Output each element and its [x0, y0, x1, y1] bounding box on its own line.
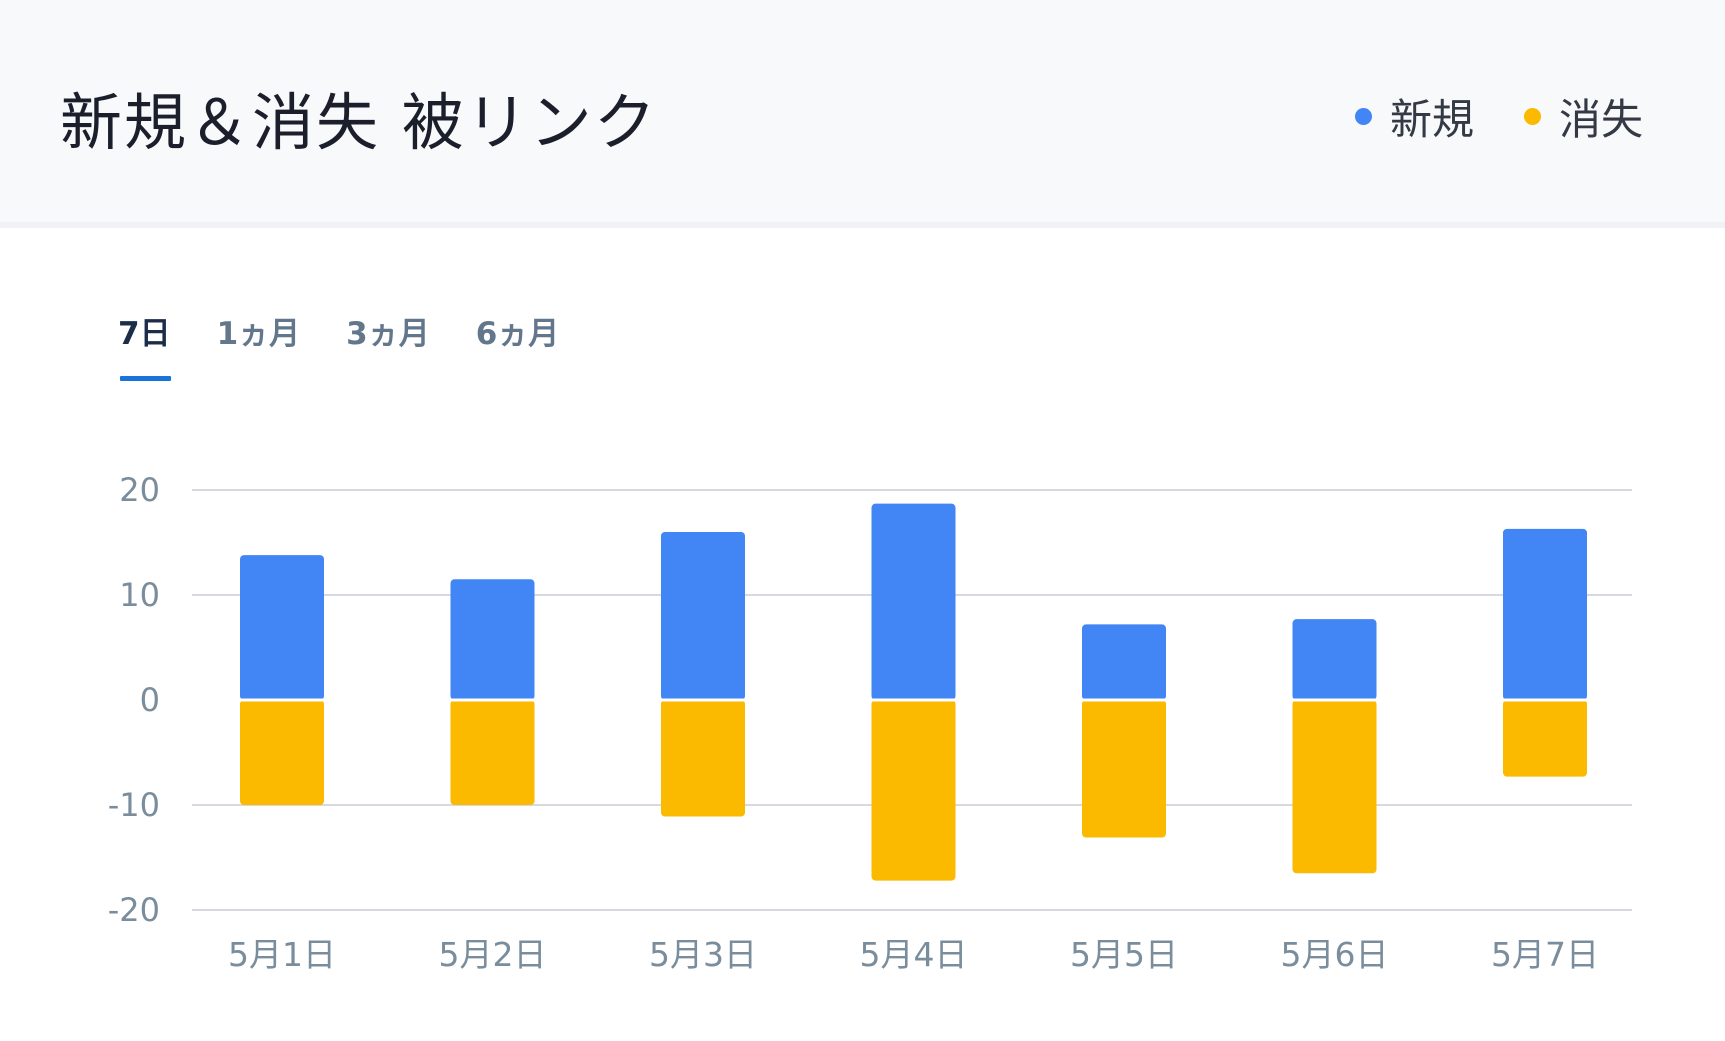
- bar-lost: [450, 700, 535, 805]
- range-tabs: 7日 1ヵ月 3ヵ月 6ヵ月: [118, 308, 605, 381]
- bar-new: [1082, 624, 1166, 700]
- bar-new: [871, 503, 956, 700]
- bar-lost: [871, 700, 956, 881]
- legend-label-lost: 消失: [1558, 95, 1643, 144]
- x-tick-label: 5月1日: [228, 935, 336, 974]
- legend-dot-new: [1354, 108, 1372, 125]
- tab-1-month[interactable]: 1ヵ月: [216, 316, 301, 352]
- legend-item-new: 新規: [1354, 86, 1474, 147]
- bar-lost: [1503, 700, 1587, 777]
- card-header: 新規＆消失 被リンク 新規 消失: [0, 0, 1725, 228]
- tab-6-months[interactable]: 6ヵ月: [475, 316, 560, 352]
- bar-lost: [661, 700, 745, 817]
- bar-lost: [240, 700, 324, 805]
- legend-item-lost: 消失: [1523, 86, 1643, 147]
- bar-new: [1503, 528, 1587, 700]
- tab-7-days[interactable]: 7日: [118, 308, 171, 381]
- bar-new: [1292, 619, 1377, 700]
- bar-new: [661, 532, 745, 700]
- y-tick-label: 0: [140, 681, 160, 719]
- bar-lost: [1082, 700, 1166, 838]
- bar-new: [450, 579, 535, 700]
- x-tick-label: 5月4日: [860, 935, 968, 974]
- x-tick-label: 5月3日: [649, 935, 757, 974]
- y-tick-label: 10: [119, 576, 160, 614]
- legend-dot-lost: [1523, 108, 1541, 125]
- bar-lost: [1292, 700, 1377, 874]
- x-tick-label: 5月7日: [1491, 935, 1599, 974]
- y-tick-label: -10: [108, 786, 160, 824]
- bar-new: [240, 555, 324, 700]
- tab-3-months[interactable]: 3ヵ月: [346, 316, 430, 352]
- chart-title: 新規＆消失 被リンク: [60, 86, 658, 159]
- x-tick-label: 5月6日: [1281, 935, 1389, 974]
- y-tick-label: 20: [119, 471, 160, 509]
- legend-label-new: 新規: [1389, 95, 1474, 144]
- y-tick-label: -20: [108, 891, 160, 929]
- x-tick-label: 5月2日: [439, 935, 547, 974]
- x-tick-label: 5月5日: [1070, 935, 1178, 974]
- legend: 新規 消失: [1305, 86, 1643, 147]
